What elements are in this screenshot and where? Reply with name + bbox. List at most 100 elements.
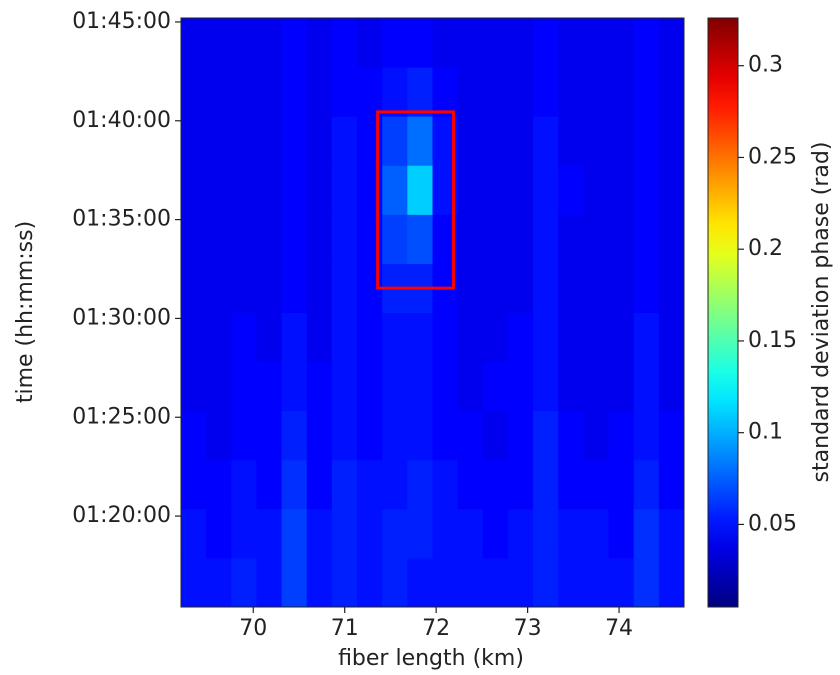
heatmap-cell <box>407 459 433 510</box>
colorbar-tick-label: 0.1 <box>748 420 783 445</box>
heatmap-cell <box>507 263 534 313</box>
heatmap-cell <box>256 312 283 363</box>
heatmap-cell <box>482 361 509 412</box>
heatmap-cell <box>633 459 660 510</box>
y-tick-label: 01:45:00 <box>72 9 171 34</box>
heatmap-cell <box>306 361 333 412</box>
heatmap-cell <box>583 557 610 608</box>
heatmap-cell <box>181 508 207 559</box>
heatmap-cell <box>306 116 333 166</box>
heatmap-cell <box>181 116 207 166</box>
heatmap-cell <box>382 18 408 68</box>
heatmap-cell <box>382 165 408 215</box>
heatmap-cell <box>181 459 207 510</box>
heatmap-cell <box>281 508 308 559</box>
heatmap-cell <box>206 116 232 166</box>
heatmap-cell <box>306 18 333 68</box>
heatmap-cell <box>181 18 207 68</box>
heatmap-cell <box>482 557 509 608</box>
heatmap-cell <box>256 459 283 510</box>
x-axis-label: fiber length (km) <box>338 646 524 671</box>
heatmap-cell <box>432 508 459 559</box>
heatmap-cell <box>281 165 308 215</box>
heatmap-cell <box>306 312 333 363</box>
heatmap-cell <box>658 459 685 510</box>
heatmap-cell <box>633 214 660 264</box>
heatmap-cell <box>407 361 433 412</box>
heatmap-cell <box>432 18 459 68</box>
heatmap-cell <box>206 361 232 412</box>
heatmap-cell <box>658 361 685 412</box>
heatmap-cell <box>608 361 635 412</box>
heatmap-cell <box>306 165 333 215</box>
heatmap-cell <box>507 361 534 412</box>
heatmap-cell <box>507 67 534 117</box>
heatmap-cell <box>558 263 584 313</box>
heatmap-cell <box>306 67 333 117</box>
heatmap-cell <box>331 557 358 608</box>
heatmap-cell <box>583 165 610 215</box>
heatmap-cell <box>331 165 358 215</box>
heatmap-cell <box>533 459 559 510</box>
heatmap-cell <box>457 263 484 313</box>
plot-frame <box>180 17 685 608</box>
heatmap-cell <box>583 459 610 510</box>
heatmap-cell <box>256 361 283 412</box>
heatmap-cell <box>507 410 534 461</box>
heatmap-cell <box>457 410 484 461</box>
heatmap-cell <box>206 214 232 264</box>
heatmap-cell <box>231 312 257 363</box>
heatmap-cell <box>633 508 660 559</box>
heatmap-cell <box>658 214 685 264</box>
heatmap-cell <box>281 214 308 264</box>
colorbar-tick-label: 0.2 <box>748 236 783 261</box>
heatmap-cell <box>181 557 207 608</box>
heatmap-cell <box>482 459 509 510</box>
heatmap-cell <box>432 312 459 363</box>
heatmap-cell <box>181 410 207 461</box>
heatmap-cell <box>558 557 584 608</box>
heatmap-cell <box>583 214 610 264</box>
heatmap-cell <box>432 459 459 510</box>
heatmap-cell <box>608 165 635 215</box>
heatmap-cell <box>533 263 559 313</box>
heatmap-cell <box>256 214 283 264</box>
heatmap-cell <box>533 361 559 412</box>
heatmap-cell <box>357 508 383 559</box>
heatmap-cell <box>382 410 408 461</box>
heatmap-cell <box>457 361 484 412</box>
heatmap-cell <box>533 18 559 68</box>
heatmap-cell <box>482 67 509 117</box>
colorbar <box>707 17 739 608</box>
heatmap-cell <box>382 459 408 510</box>
heatmap-cell <box>507 214 534 264</box>
heatmap-cell <box>583 361 610 412</box>
heatmap-cell <box>306 263 333 313</box>
heatmap-cell <box>608 508 635 559</box>
heatmap-cell <box>206 165 232 215</box>
heatmap-cell <box>281 18 308 68</box>
heatmap-cell <box>507 557 534 608</box>
heatmap-cell <box>533 165 559 215</box>
heatmap-cell <box>633 361 660 412</box>
heatmap-cell <box>181 263 207 313</box>
heatmap-cell <box>231 18 257 68</box>
heatmap-cell <box>281 459 308 510</box>
heatmap-cell <box>331 410 358 461</box>
heatmap-cell <box>181 165 207 215</box>
heatmap-cell <box>382 67 408 117</box>
heatmap-cell <box>206 508 232 559</box>
heatmap-cell <box>482 312 509 363</box>
heatmap-cell <box>206 263 232 313</box>
y-tick-label: 01:20:00 <box>72 503 171 528</box>
heatmap-cell <box>633 557 660 608</box>
heatmap-cell <box>256 410 283 461</box>
heatmap-cell <box>482 165 509 215</box>
heatmap-cell <box>658 263 685 313</box>
heatmap-cell <box>281 312 308 363</box>
heatmap-cell <box>382 312 408 363</box>
heatmap-cell <box>306 508 333 559</box>
heatmap-cell <box>583 410 610 461</box>
heatmap-cell <box>331 67 358 117</box>
y-tick-label: 01:25:00 <box>72 404 171 429</box>
